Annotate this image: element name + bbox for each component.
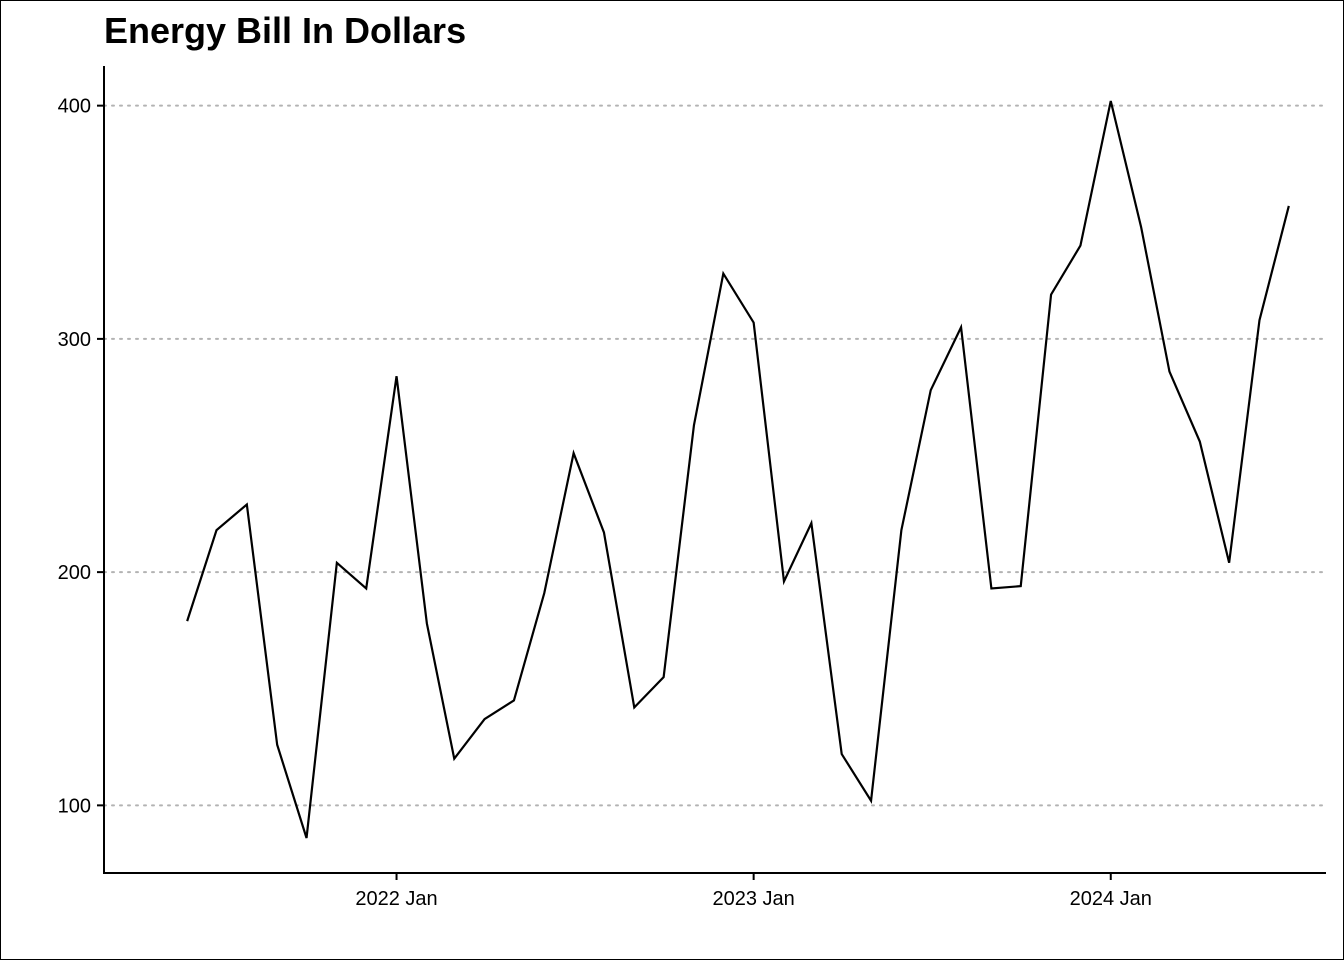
x-tick-label: 2023 Jan <box>712 888 794 910</box>
series-line <box>186 100 1290 839</box>
y-tick-label: 400 <box>58 96 91 118</box>
y-tick-label: 300 <box>58 329 91 351</box>
chart-title: Energy Bill In Dollars <box>104 10 467 51</box>
gridlines <box>103 104 1327 807</box>
y-tick-label: 200 <box>58 562 91 584</box>
tick-labels: 100 200 300 400 2022 Jan 2023 Jan 2024 Jan <box>58 96 1152 910</box>
x-tick-label: 2022 Jan <box>355 888 437 910</box>
axes <box>97 66 1326 880</box>
y-tick-label: 100 <box>58 795 91 817</box>
x-tick-label: 2024 Jan <box>1070 888 1152 910</box>
series-layer <box>186 100 1290 839</box>
